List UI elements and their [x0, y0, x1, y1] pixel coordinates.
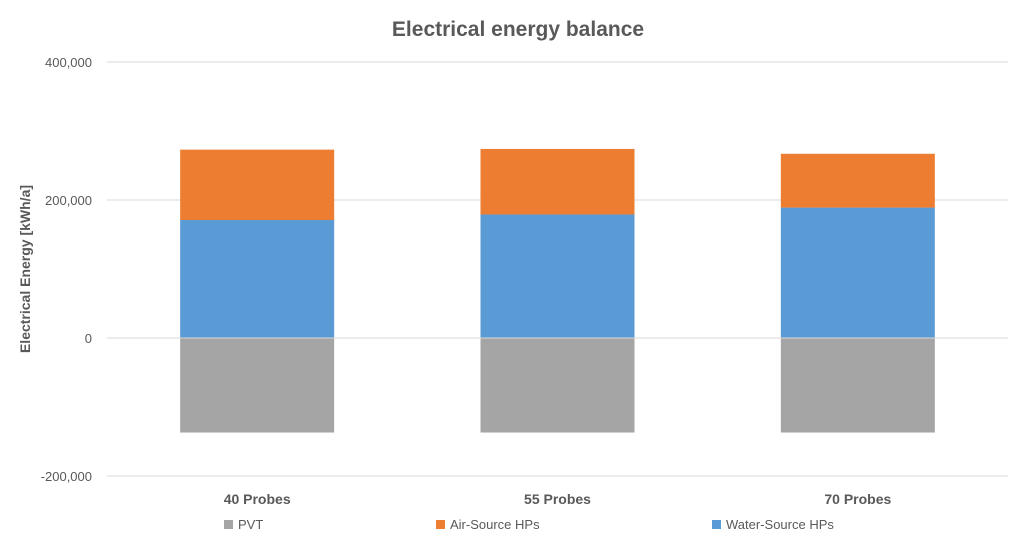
x-tick-labels: 40 Probes 55 Probes 70 Probes [224, 491, 892, 507]
x-tick-label: 40 Probes [224, 491, 291, 507]
legend-label: Water-Source HPs [726, 517, 834, 532]
y-tick-label: 400,000 [45, 55, 92, 70]
bar-water-source-hps [180, 220, 335, 338]
legend-item: Water-Source HPs [712, 517, 834, 532]
bar-air-source-hps [480, 148, 635, 215]
legend-item: Air-Source HPs [436, 517, 540, 532]
y-tick-label: -200,000 [41, 469, 92, 484]
legend-swatch [224, 520, 233, 529]
bar-water-source-hps [780, 207, 935, 338]
legend-label: Air-Source HPs [450, 517, 540, 532]
chart-title: Electrical energy balance [392, 18, 644, 41]
y-axis-label: Electrical Energy [kWh/a] [17, 185, 33, 353]
bar-pvt [480, 338, 635, 433]
bar-pvt [180, 338, 335, 433]
bar-air-source-hps [180, 149, 335, 221]
bar-air-source-hps [780, 153, 935, 208]
legend: PVT Air-Source HPs Water-Source HPs [224, 517, 834, 532]
legend-swatch [436, 520, 445, 529]
x-tick-label: 55 Probes [524, 491, 591, 507]
bar-pvt [780, 338, 935, 433]
legend-swatch [712, 520, 721, 529]
y-tick-label: 200,000 [45, 193, 92, 208]
x-tick-label: 70 Probes [824, 491, 891, 507]
y-tick-labels: 400,000 200,000 0 -200,000 [41, 55, 92, 484]
y-tick-label: 0 [85, 331, 92, 346]
legend-item: PVT [224, 517, 263, 532]
legend-label: PVT [238, 517, 263, 532]
bar-water-source-hps [480, 214, 635, 338]
bars [107, 148, 1008, 433]
